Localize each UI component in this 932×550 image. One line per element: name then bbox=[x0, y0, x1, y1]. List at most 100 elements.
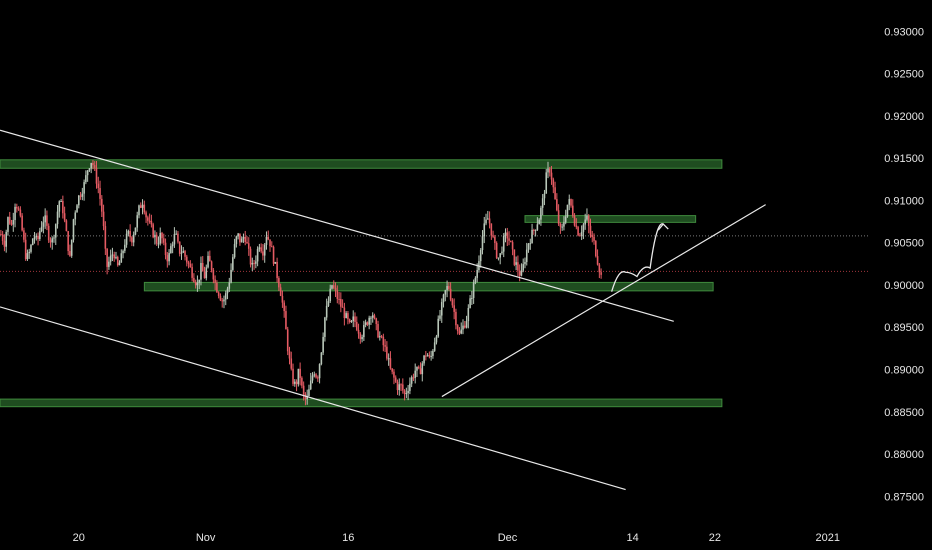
candle-body bbox=[495, 242, 498, 258]
candle-body bbox=[79, 195, 82, 197]
candle-body bbox=[327, 301, 330, 306]
candle-body bbox=[398, 384, 401, 391]
y-tick-label: 0.89500 bbox=[884, 322, 924, 334]
candle-body bbox=[313, 374, 316, 376]
candle-body bbox=[343, 307, 346, 319]
x-tick-label: 22 bbox=[709, 532, 721, 544]
candle-body bbox=[191, 267, 193, 278]
candle-body bbox=[568, 199, 571, 205]
candle-body bbox=[520, 270, 523, 276]
candle-body bbox=[421, 363, 424, 375]
candle-body bbox=[472, 282, 475, 298]
candle-body bbox=[177, 233, 179, 242]
candle-body bbox=[571, 205, 574, 216]
candle-body bbox=[486, 218, 489, 220]
candle-body bbox=[527, 243, 530, 250]
candle-body bbox=[184, 251, 186, 257]
candle-body bbox=[465, 321, 468, 328]
candle-body bbox=[251, 262, 254, 265]
candle-body bbox=[440, 302, 443, 316]
candle-body bbox=[161, 232, 163, 239]
candle-body bbox=[65, 220, 68, 232]
candle-body bbox=[345, 313, 347, 319]
candle-body bbox=[281, 295, 284, 303]
candle-body bbox=[387, 358, 390, 360]
candle-body bbox=[579, 235, 581, 237]
candle-body bbox=[258, 247, 261, 249]
candle-body bbox=[209, 255, 211, 262]
candle-body bbox=[85, 175, 87, 183]
candle-body bbox=[334, 287, 337, 291]
candle-body bbox=[74, 212, 77, 220]
projection-path bbox=[611, 223, 664, 292]
candle-body bbox=[409, 383, 411, 391]
candle-body bbox=[371, 315, 374, 318]
candle-body bbox=[283, 302, 285, 312]
candle-body bbox=[352, 316, 355, 322]
candle-body bbox=[577, 227, 579, 236]
candle-body bbox=[187, 262, 190, 264]
candle-body bbox=[198, 279, 200, 283]
candle-body bbox=[46, 215, 48, 226]
candle-body bbox=[77, 195, 80, 206]
candle-body bbox=[563, 222, 565, 227]
candle-body bbox=[584, 219, 586, 225]
candle-body bbox=[518, 270, 521, 276]
candle-body bbox=[54, 224, 57, 238]
candle-body bbox=[566, 204, 569, 217]
candle-body bbox=[5, 231, 7, 247]
candle-body bbox=[290, 358, 293, 369]
candle-body bbox=[145, 212, 147, 218]
candle-body bbox=[405, 393, 408, 395]
candle-body bbox=[246, 241, 248, 244]
candle-body bbox=[439, 315, 441, 319]
candle-body bbox=[170, 246, 172, 254]
candle-body bbox=[152, 224, 154, 238]
y-tick-label: 0.88500 bbox=[884, 407, 924, 419]
candle-body bbox=[481, 236, 484, 251]
candle-body bbox=[547, 168, 549, 173]
candle-body bbox=[363, 325, 365, 338]
candle-body bbox=[141, 204, 144, 208]
candle-body bbox=[359, 333, 362, 340]
candle-body bbox=[207, 255, 209, 268]
candle-body bbox=[37, 235, 39, 239]
candle-body bbox=[70, 239, 73, 256]
candle-body bbox=[382, 336, 385, 346]
candle-body bbox=[129, 231, 131, 238]
candle-body bbox=[16, 206, 18, 209]
candle-body bbox=[159, 232, 162, 244]
candle-body bbox=[393, 371, 395, 378]
candle-body bbox=[194, 281, 197, 286]
candle-body bbox=[30, 244, 32, 252]
candle-body bbox=[550, 172, 553, 180]
candle-body bbox=[276, 262, 278, 279]
candle-body bbox=[62, 201, 64, 214]
candle-body bbox=[396, 381, 399, 391]
candle-body bbox=[595, 240, 597, 257]
candle-body bbox=[453, 305, 455, 312]
candle-body bbox=[244, 236, 247, 242]
candle-body bbox=[531, 229, 533, 244]
candle-body bbox=[185, 256, 188, 263]
candle-body bbox=[508, 238, 510, 241]
candle-body bbox=[557, 210, 560, 224]
candle-body bbox=[166, 255, 169, 262]
candle-body bbox=[378, 336, 381, 338]
candle-body bbox=[301, 377, 303, 386]
y-tick-label: 0.91000 bbox=[884, 195, 924, 207]
candle-body bbox=[529, 243, 532, 245]
candle-body bbox=[35, 235, 38, 238]
trendline-1 bbox=[0, 306, 626, 491]
candle-body bbox=[425, 355, 427, 357]
candle-body bbox=[60, 201, 62, 203]
candle-body bbox=[235, 236, 238, 245]
candle-body bbox=[361, 337, 363, 340]
candle-body bbox=[548, 168, 551, 173]
candle-body bbox=[446, 286, 448, 291]
candle-body bbox=[39, 231, 41, 239]
candle-body bbox=[125, 233, 128, 245]
candle-body bbox=[573, 215, 576, 226]
candle-body bbox=[412, 377, 415, 379]
candle-body bbox=[0, 234, 2, 236]
